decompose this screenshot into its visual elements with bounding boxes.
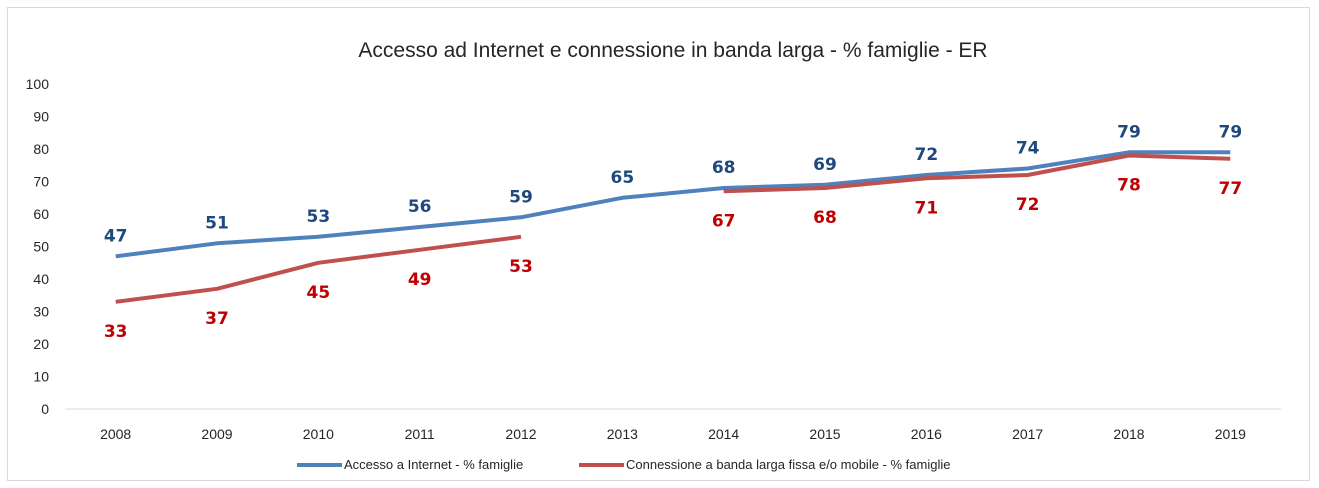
x-tick-label: 2012 xyxy=(505,426,536,442)
y-tick-label: 60 xyxy=(33,206,49,222)
data-label: 74 xyxy=(1016,139,1040,159)
legend-label-1: Accesso a Internet - % famiglie xyxy=(344,457,523,472)
x-tick-label: 2013 xyxy=(607,426,638,442)
data-label: 78 xyxy=(1117,176,1141,196)
x-tick-label: 2010 xyxy=(303,426,334,442)
data-labels: 47 51 53 56 59 65 68 69 72 74 79 79 33 37 45 49 53 67 68 71… xyxy=(104,122,1242,342)
y-tick-label: 0 xyxy=(41,401,49,417)
chart-area: Accesso ad Internet e connessione in ban… xyxy=(7,7,1310,481)
y-tick-label: 50 xyxy=(33,239,49,255)
x-tick-label: 2017 xyxy=(1012,426,1043,442)
y-tick-label: 20 xyxy=(33,336,49,352)
y-tick-label: 90 xyxy=(33,109,49,125)
chart-title: Accesso ad Internet e connessione in ban… xyxy=(358,39,987,62)
data-label: 59 xyxy=(509,187,533,207)
legend: Accesso a Internet - % famiglie Connessio… xyxy=(297,457,950,472)
legend-label-2: Connessione a banda larga fissa e/o mobi… xyxy=(626,457,950,472)
x-axis-tick-labels: 2008 2009 2010 2011 2012 2013 2014 2015 2016 2017… xyxy=(100,426,1246,442)
data-label: 49 xyxy=(408,270,432,290)
data-label: 72 xyxy=(1016,195,1040,215)
data-label: 69 xyxy=(813,155,837,175)
y-tick-label: 40 xyxy=(33,271,49,287)
data-label: 72 xyxy=(914,145,938,165)
data-label: 56 xyxy=(408,197,432,217)
data-label: 68 xyxy=(712,158,736,178)
y-tick-label: 100 xyxy=(26,76,50,92)
data-label: 67 xyxy=(712,211,736,231)
x-tick-label: 2008 xyxy=(100,426,131,442)
data-label: 33 xyxy=(104,322,128,342)
x-tick-label: 2014 xyxy=(708,426,739,442)
series-lines xyxy=(115,150,1231,304)
data-label: 53 xyxy=(509,257,533,277)
y-tick-label: 70 xyxy=(33,174,49,190)
data-label: 37 xyxy=(205,309,229,329)
x-tick-label: 2019 xyxy=(1215,426,1246,442)
data-label: 71 xyxy=(914,198,938,218)
x-tick-label: 2009 xyxy=(201,426,232,442)
data-label: 79 xyxy=(1218,122,1242,142)
y-tick-label: 30 xyxy=(33,304,49,320)
y-tick-label: 10 xyxy=(33,369,49,385)
x-tick-label: 2018 xyxy=(1113,426,1144,442)
line-chart: Accesso ad Internet e connessione in ban… xyxy=(26,39,1281,472)
y-tick-label: 80 xyxy=(33,141,49,157)
x-tick-label: 2016 xyxy=(911,426,942,442)
data-label: 79 xyxy=(1117,122,1141,142)
data-label: 65 xyxy=(610,168,634,188)
data-label: 68 xyxy=(813,208,837,228)
series-line-2 xyxy=(723,153,1231,194)
x-tick-label: 2015 xyxy=(809,426,840,442)
data-label: 77 xyxy=(1218,179,1242,199)
data-label: 51 xyxy=(205,213,229,233)
x-tick-label: 2011 xyxy=(405,426,435,442)
series-line-2 xyxy=(115,234,522,304)
data-label: 47 xyxy=(104,226,128,246)
y-axis-tick-labels: 0 10 20 30 40 50 60 70 80 90 100 xyxy=(26,76,50,417)
data-label: 45 xyxy=(306,283,330,303)
data-label: 53 xyxy=(306,207,330,227)
series-line-1 xyxy=(115,150,1231,259)
